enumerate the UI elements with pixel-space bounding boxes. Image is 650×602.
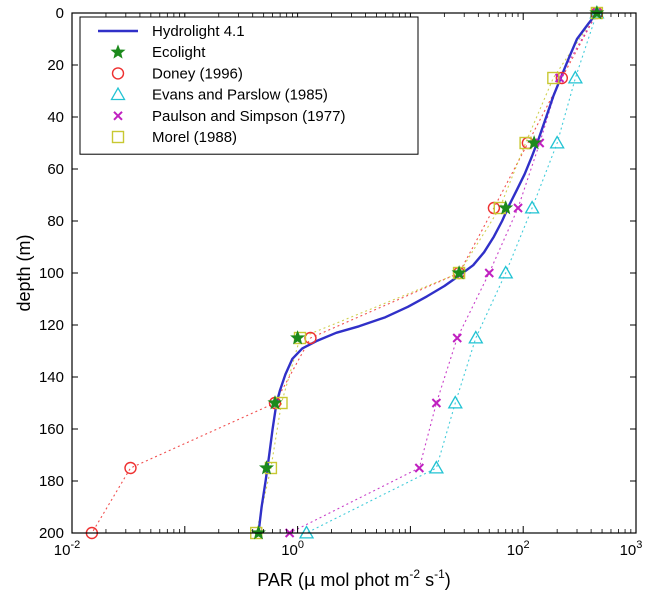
y-tick-label: 100: [39, 265, 64, 282]
y-axis-label: depth (m): [14, 234, 34, 311]
legend-marker-circle: [111, 67, 125, 80]
x-tick-label: 100: [281, 539, 304, 559]
x-axis-label-suffix: ): [445, 570, 451, 590]
y-tick-label: 0: [56, 5, 64, 22]
data-point-star: [498, 200, 514, 215]
data-point-x: [414, 463, 425, 473]
x-tick-label: 103: [620, 539, 643, 559]
data-point-triangle: [549, 135, 565, 149]
legend-label: Doney (1996): [152, 65, 243, 82]
data-point-triangle: [298, 525, 315, 539]
data-point-x: [431, 398, 442, 408]
legend-item-ecolight: Ecolight: [110, 44, 206, 61]
series-line-path: [91, 12, 598, 534]
x-axis-label-prefix: PAR (: [257, 570, 304, 590]
data-point-triangle: [468, 330, 484, 344]
legend-item-evans-and-parslow-1985: Evans and Parslow (1985): [110, 86, 328, 104]
y-tick-label: 80: [47, 213, 64, 230]
y-tick-label: 140: [39, 369, 64, 386]
data-point-star: [258, 460, 275, 475]
legend-label: Hydrolight 4.1: [152, 23, 245, 40]
data-point-circle: [124, 461, 137, 475]
legend-item-doney-1996: Doney (1996): [111, 65, 243, 82]
data-point-triangle: [428, 460, 445, 474]
data-point-x: [484, 268, 494, 278]
x-axis-label-mu: μ: [304, 570, 316, 591]
y-tick-label: 160: [39, 421, 64, 438]
x-axis-label-exp2: -1: [434, 567, 445, 581]
series-ecolight-markers: [250, 5, 605, 540]
data-point-triangle: [498, 265, 514, 279]
x-axis-label: PAR (μ mol phot m-2 s-1): [257, 567, 451, 591]
series-line-path: [306, 12, 598, 534]
data-point-star: [290, 330, 306, 345]
data-point-circle: [555, 71, 569, 85]
y-tick-label: 180: [39, 473, 64, 490]
data-point-square: [547, 71, 560, 85]
legend-item-hydrolight-4-1: Hydrolight 4.1: [98, 23, 245, 40]
legend-item-paulson-and-simpson-1977: Paulson and Simpson (1977): [113, 108, 345, 125]
data-point-x: [452, 333, 462, 343]
data-point-triangle: [447, 395, 463, 409]
x-tick-label: 102: [507, 539, 530, 559]
data-point-star: [589, 5, 605, 20]
legend-label: Paulson and Simpson (1977): [152, 108, 345, 125]
series-hydrolight-4-1-line: [257, 12, 598, 534]
series-evans-and-parslow-1985-line: [306, 12, 598, 534]
legend: Hydrolight 4.1 Ecolight Doney (1996) Evans …: [79, 16, 419, 155]
x-axis-label-sep: s: [420, 570, 434, 590]
legend-marker-x: [113, 111, 123, 121]
series-doney-1996-line: [91, 12, 598, 534]
x-axis-label-exp1: -2: [409, 567, 420, 581]
data-point-x: [554, 73, 565, 83]
legend-item-morel-1988: Morel (1988): [111, 129, 237, 146]
legend-marker-square: [111, 130, 125, 144]
y-tick-label: 120: [39, 317, 64, 334]
series-layer: [85, 5, 605, 540]
legend-label: Morel (1988): [152, 129, 237, 146]
data-point-star: [451, 265, 467, 280]
y-tick-label: 20: [47, 57, 64, 74]
x-tick-label: 10-2: [54, 539, 80, 559]
data-point-triangle: [567, 70, 583, 84]
y-tick-label: 200: [39, 525, 64, 542]
data-point-star: [526, 135, 542, 150]
y-tick-label: 40: [47, 109, 64, 126]
legend-label: Evans and Parslow (1985): [152, 87, 328, 104]
legend-label: Ecolight: [152, 44, 206, 61]
data-point-triangle: [524, 200, 540, 214]
legend-marker-star: [110, 44, 126, 59]
data-point-star: [267, 395, 283, 410]
y-tick-label: 60: [47, 161, 64, 178]
data-point-x: [513, 203, 523, 213]
legend-marker-triangle: [110, 86, 126, 101]
legend-box: [79, 16, 419, 155]
x-axis-label-mid: mol phot m: [315, 570, 409, 590]
